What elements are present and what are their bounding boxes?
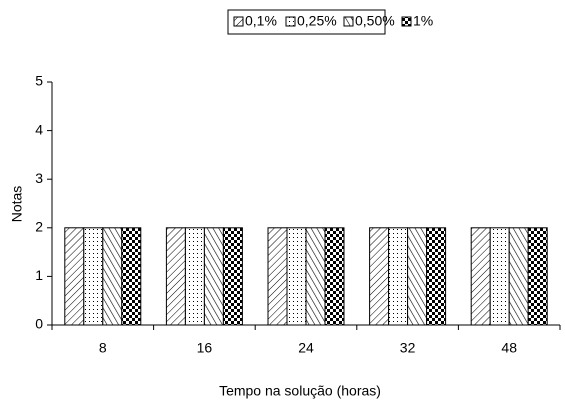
y-tick-label: 3 [35, 170, 43, 186]
bar [388, 227, 409, 326]
bar [508, 227, 529, 326]
legend-label: 0,50% [355, 13, 395, 29]
y-tick-label: 0 [35, 316, 43, 332]
y-tick-label: 2 [35, 219, 43, 235]
bar [426, 227, 447, 326]
bar [102, 227, 123, 326]
bar [64, 227, 85, 326]
bar [369, 227, 390, 326]
x-axis-label: Tempo na solução (horas) [219, 383, 381, 399]
bar [267, 227, 288, 326]
bar [489, 227, 510, 326]
legend-swatch [401, 16, 412, 27]
legend-swatch [285, 16, 296, 27]
legend-label: 1% [413, 13, 433, 29]
bar [165, 227, 186, 326]
legend-label: 0,1% [245, 13, 277, 29]
y-tick-label: 1 [35, 267, 43, 283]
legend-box [227, 9, 386, 35]
x-tick-label: 24 [298, 340, 314, 356]
bar [83, 227, 104, 326]
x-tick-label: 32 [400, 340, 416, 356]
bar [470, 227, 491, 326]
bar [527, 227, 548, 326]
x-tick-label: 48 [501, 340, 517, 356]
y-tick-label: 5 [35, 73, 43, 89]
bar [121, 227, 142, 326]
bar [184, 227, 205, 326]
y-tick-label: 4 [35, 121, 43, 137]
legend-swatch [233, 16, 244, 27]
bar [286, 227, 307, 326]
x-tick-label: 16 [197, 340, 213, 356]
legend-swatch [343, 16, 354, 27]
legend-label: 0,25% [297, 13, 337, 29]
x-tick-label: 8 [99, 340, 107, 356]
bar [203, 227, 224, 326]
bar [407, 227, 428, 326]
bar [324, 227, 345, 326]
y-axis-label: Notas [9, 186, 25, 223]
bar [305, 227, 326, 326]
bar [222, 227, 243, 326]
